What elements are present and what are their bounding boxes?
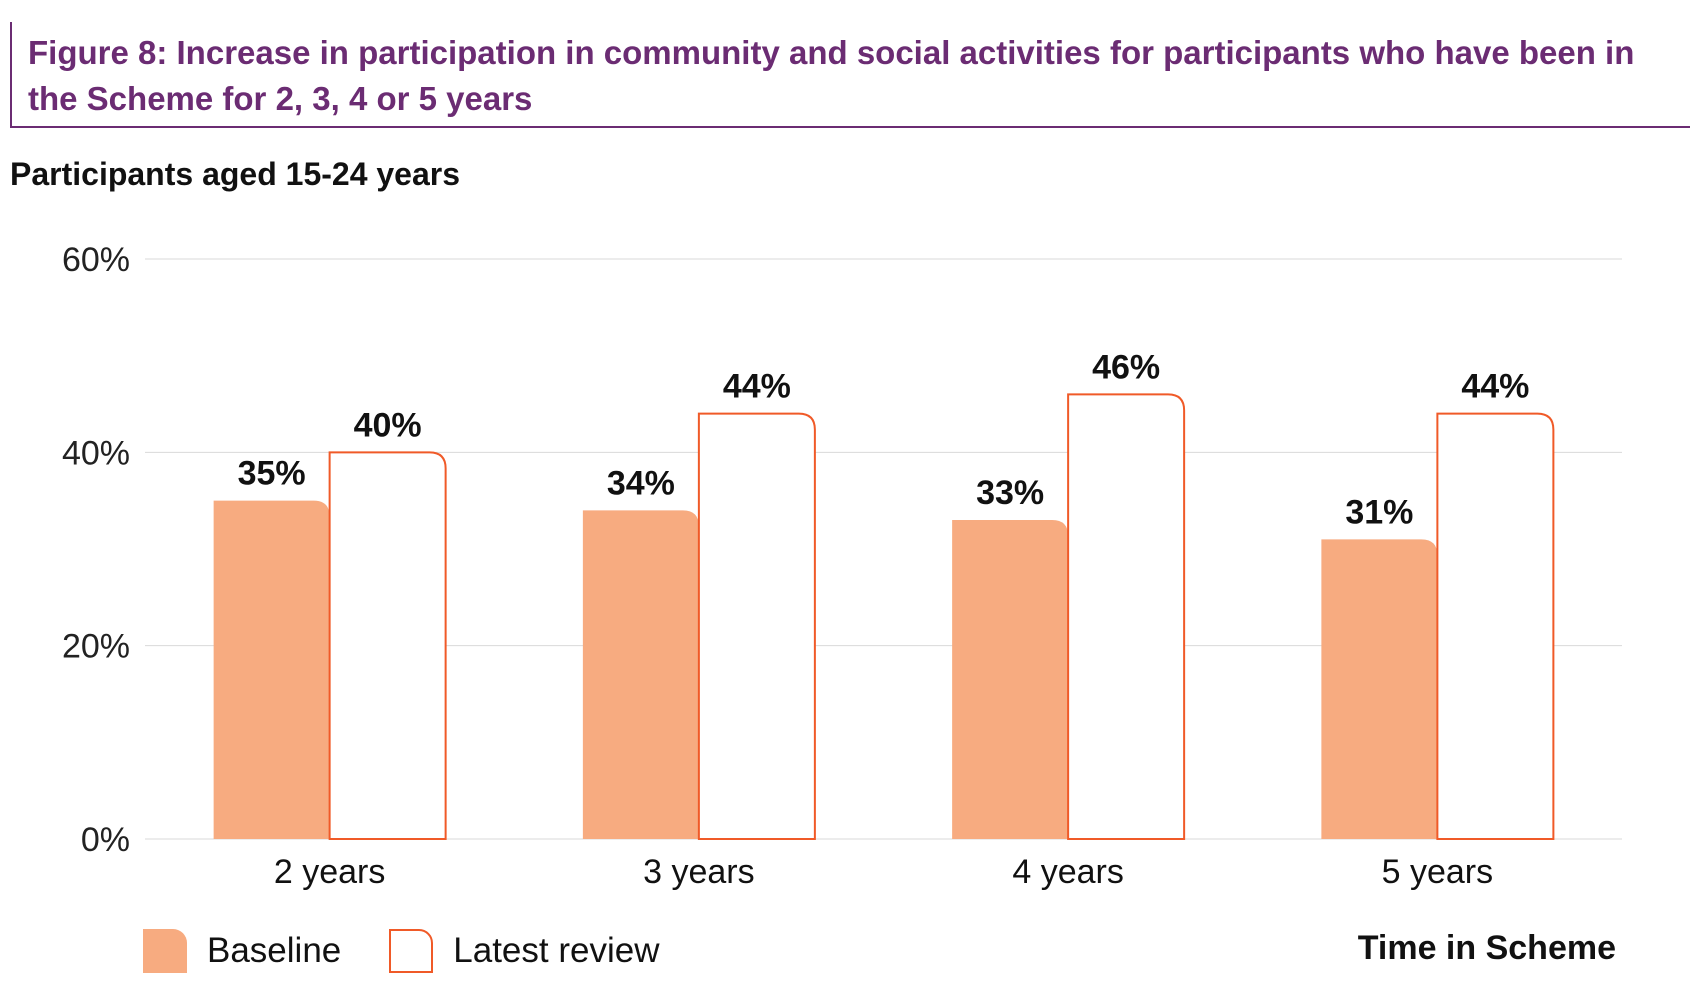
data-labels: 35% 40% 34% 44% 33% 46% 31% 44% — [238, 348, 1530, 531]
x-axis-title: Time in Scheme — [1357, 929, 1616, 967]
latest-review-bar — [1067, 393, 1186, 840]
category-label: 2 years — [274, 853, 386, 891]
y-axis-ticks: 0% 20% 40% 60% — [62, 241, 130, 859]
y-tick-label: 20% — [62, 628, 130, 666]
baseline-data-label: 33% — [976, 474, 1044, 512]
category-label: 3 years — [643, 853, 755, 891]
baseline-data-label: 34% — [607, 464, 675, 502]
legend-item-latest-review: Latest review — [389, 929, 659, 973]
legend-item-baseline: Baseline — [143, 929, 341, 973]
legend-label-baseline: Baseline — [207, 931, 342, 970]
y-tick-label: 60% — [62, 241, 130, 279]
latest-review-bar — [697, 412, 816, 840]
y-tick-label: 40% — [62, 434, 130, 472]
baseline-bar — [1321, 539, 1438, 839]
latest-review-data-label: 44% — [1461, 368, 1529, 406]
category-labels: 2 years 3 years 4 years 5 years — [274, 853, 1493, 891]
baseline-bar — [582, 510, 699, 839]
latest-review-swatch-icon — [389, 929, 434, 973]
baseline-data-label: 35% — [238, 455, 306, 493]
y-tick-label: 0% — [81, 821, 130, 859]
legend-label-latest-review: Latest review — [453, 931, 660, 970]
figure-header: Figure 8: Increase in participation in c… — [10, 22, 1690, 128]
latest-review-bar — [328, 451, 447, 840]
baseline-swatch-icon — [143, 929, 187, 973]
latest-review-bar — [1436, 412, 1555, 840]
baseline-bar — [952, 520, 1069, 839]
category-label: 4 years — [1012, 853, 1124, 891]
latest-review-data-label: 44% — [723, 368, 791, 406]
latest-review-data-label: 40% — [354, 406, 422, 444]
chart-legend: Baseline Latest review — [143, 926, 707, 976]
figure-title: Figure 8: Increase in participation in c… — [28, 34, 1635, 117]
baseline-data-label: 31% — [1345, 493, 1413, 531]
latest-review-data-label: 46% — [1092, 348, 1160, 386]
chart-subtitle: Participants aged 15-24 years — [10, 156, 461, 192]
bars — [213, 393, 1555, 840]
baseline-bar — [213, 500, 330, 839]
category-label: 5 years — [1382, 853, 1494, 891]
